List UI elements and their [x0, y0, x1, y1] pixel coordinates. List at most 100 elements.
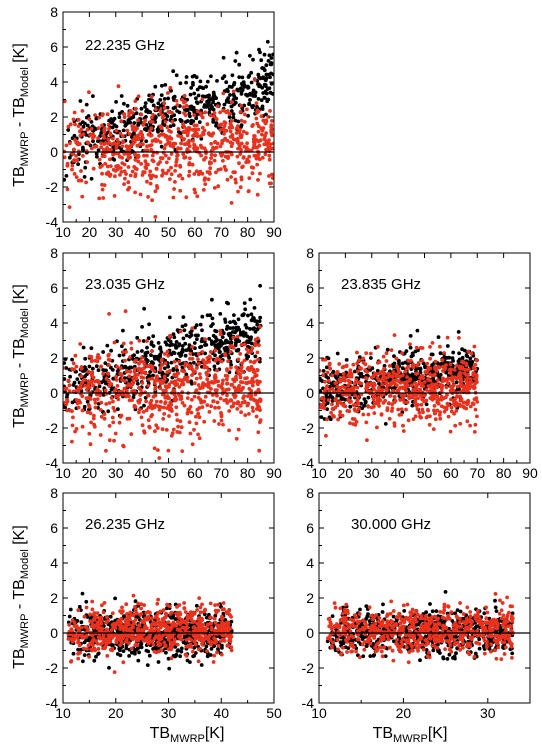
y-tick-label: 0 — [50, 144, 58, 160]
point-black — [270, 92, 274, 96]
point-red — [256, 139, 261, 144]
point-red — [116, 152, 121, 156]
point-red — [375, 425, 379, 430]
point-red — [247, 412, 251, 416]
point-black — [195, 101, 200, 105]
point-red — [63, 366, 66, 370]
point-black — [158, 352, 163, 357]
point-red — [375, 360, 380, 365]
point-red — [205, 373, 210, 377]
point-red — [237, 161, 241, 166]
point-black — [171, 123, 176, 127]
point-red — [208, 166, 213, 171]
point-red — [112, 340, 117, 345]
point-red — [205, 383, 209, 387]
point-black — [180, 347, 185, 352]
point-black — [207, 110, 212, 115]
point-red — [133, 127, 138, 131]
point-red — [248, 397, 253, 401]
point-red — [238, 352, 243, 356]
point-red — [250, 346, 255, 351]
point-red — [148, 401, 153, 405]
point-red — [249, 394, 254, 398]
point-red — [87, 90, 91, 95]
point-red — [123, 309, 128, 314]
point-red — [413, 397, 418, 402]
point-red — [216, 643, 221, 648]
point-red — [154, 167, 159, 171]
point-red — [138, 407, 142, 412]
point-red — [165, 125, 170, 130]
point-red — [191, 134, 195, 138]
point-red — [183, 376, 188, 381]
point-black — [231, 326, 236, 330]
point-black — [109, 120, 113, 125]
point-black — [205, 94, 210, 98]
point-red — [81, 154, 85, 158]
point-red — [183, 113, 188, 118]
point-red — [218, 332, 223, 337]
point-red — [158, 112, 163, 116]
point-black — [132, 131, 136, 136]
point-red — [245, 381, 250, 385]
point-red — [369, 381, 373, 386]
point-red — [104, 402, 109, 406]
point-black — [131, 395, 136, 400]
point-red — [426, 378, 430, 382]
point-black — [139, 645, 144, 650]
point-black — [259, 98, 264, 103]
point-black — [67, 614, 72, 619]
point-black — [184, 372, 189, 377]
point-red — [167, 414, 171, 418]
point-red — [175, 157, 179, 162]
point-red — [252, 153, 257, 158]
point-black — [89, 346, 94, 351]
point-red — [474, 396, 479, 401]
point-black — [125, 121, 130, 125]
point-red — [218, 144, 223, 149]
point-red — [209, 156, 214, 161]
point-black — [179, 646, 184, 651]
point-red — [217, 405, 221, 410]
point-red — [123, 176, 127, 181]
point-black — [208, 103, 213, 108]
point-red — [80, 408, 85, 413]
point-black — [171, 628, 176, 632]
point-red — [170, 409, 174, 413]
point-red — [79, 178, 84, 183]
point-red — [225, 177, 230, 182]
point-black — [145, 663, 150, 667]
point-red — [256, 357, 260, 362]
point-red — [428, 345, 432, 349]
point-red — [159, 399, 163, 404]
point-red — [267, 174, 271, 178]
point-red — [255, 350, 260, 355]
point-red — [421, 410, 425, 415]
point-black — [211, 341, 216, 345]
point-red — [213, 153, 218, 158]
point-red — [121, 134, 125, 139]
point-red — [267, 157, 272, 162]
y-tick-label: 2 — [50, 350, 58, 366]
point-red — [343, 404, 348, 409]
point-black — [408, 345, 413, 350]
point-red — [115, 167, 120, 172]
point-red — [91, 643, 95, 648]
point-red — [365, 370, 370, 374]
point-red — [212, 374, 217, 379]
point-red — [258, 399, 263, 403]
point-red — [441, 369, 445, 373]
point-black — [242, 301, 247, 305]
point-red — [93, 113, 97, 117]
point-red — [268, 109, 272, 113]
point-red — [249, 365, 254, 370]
point-black — [249, 341, 254, 346]
point-red — [448, 362, 453, 367]
point-red — [149, 126, 154, 131]
point-red — [192, 394, 197, 399]
point-red — [206, 368, 211, 373]
point-red — [225, 374, 230, 378]
point-red — [121, 660, 126, 665]
point-red — [63, 99, 67, 104]
point-red — [102, 126, 107, 131]
